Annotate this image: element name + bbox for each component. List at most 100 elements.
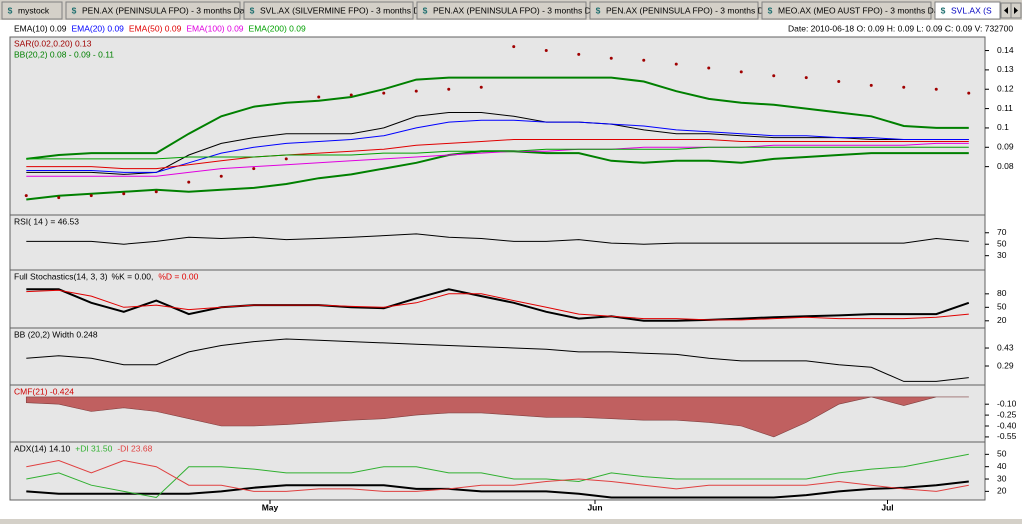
tab-label: SVL.AX (SILVERMINE FPO) - 3 months Daily: [260, 5, 433, 15]
sar-dot: [902, 85, 906, 89]
indicator-line: [26, 146, 969, 160]
tab[interactable]: [761, 1, 932, 20]
sar-dot: [414, 89, 418, 93]
tab-label: PEN.AX (PENINSULA FPO) - 3 months Daily: [82, 5, 253, 15]
sar-dot: [707, 66, 711, 70]
dollar-icon: $: [941, 5, 946, 15]
legend-entry: +DI 31.50: [75, 443, 112, 453]
legend-entry: EMA(20) 0.09: [71, 23, 124, 33]
legend-entry: %K = 0.00,: [112, 271, 154, 281]
legend-entry: EMA(10) 0.09: [14, 23, 67, 33]
sar-dot: [772, 74, 776, 78]
y-tick-label: 0.08: [997, 161, 1014, 171]
y-tick-label: 30: [997, 473, 1007, 483]
tab[interactable]: [934, 1, 1001, 20]
y-tick-label: 70: [997, 227, 1007, 237]
y-tick-label: 80: [997, 288, 1007, 298]
indicator-line: [26, 142, 969, 177]
x-tick-label: Jun: [587, 502, 602, 512]
indicator-line: [26, 480, 969, 499]
sar-dot: [154, 190, 158, 194]
sar-dot: [674, 62, 678, 66]
sar-dot: [447, 87, 451, 91]
dollar-icon: $: [423, 5, 428, 15]
tab-label: PEN.AX (PENINSULA FPO) - 3 months Daily: [606, 5, 777, 15]
y-tick-label: 40: [997, 461, 1007, 471]
indicator-line: [26, 119, 969, 173]
sar-dot: [577, 52, 581, 56]
sar-dot: [252, 167, 256, 171]
sar-dot: [317, 95, 321, 99]
y-tick-label: -0.40: [997, 420, 1017, 430]
y-tick-label: 0.13: [997, 64, 1014, 74]
dollar-icon: $: [72, 5, 77, 15]
sar-dot: [642, 58, 646, 62]
indicator-line: [26, 233, 969, 245]
sar-dot: [967, 91, 971, 95]
tab-label: mystock: [18, 5, 50, 15]
arrow-left: [1004, 7, 1008, 14]
tab[interactable]: [589, 1, 759, 20]
dollar-icon: $: [768, 5, 773, 15]
dollar-icon: $: [8, 5, 13, 15]
indicator-line: [26, 289, 969, 321]
y-tick-label: 20: [997, 486, 1007, 496]
sar-dot: [739, 70, 743, 74]
indicator-line: [26, 139, 969, 170]
indicator-line: [26, 288, 970, 322]
y-tick-label: 50: [997, 302, 1007, 312]
y-tick-label: 0.1: [997, 122, 1009, 132]
indicator-line: [26, 459, 969, 492]
y-tick-label: 0.12: [997, 83, 1014, 93]
sar-dot: [219, 174, 223, 178]
y-tick-label: 20: [997, 315, 1007, 325]
sar-dot: [382, 91, 386, 95]
sar-dot: [804, 76, 808, 80]
y-tick-label: -0.25: [997, 409, 1017, 419]
dollar-icon: $: [596, 5, 601, 15]
legend-entry: %D = 0.00: [158, 271, 198, 281]
panel: [9, 327, 986, 386]
cmf-area: [25, 396, 969, 438]
sar-dot: [284, 157, 288, 161]
dollar-icon: $: [250, 5, 255, 15]
y-tick-label: -0.55: [997, 431, 1017, 441]
arrow-right: [1014, 7, 1018, 14]
legend-entry: EMA(100) 0.09: [186, 23, 243, 33]
y-tick-label: 0.09: [997, 142, 1014, 152]
x-tick-label: Jul: [881, 502, 893, 512]
sar-dot: [869, 83, 873, 87]
sar-dot: [512, 45, 516, 49]
x-tick-label: May: [262, 502, 279, 512]
indicator-line: [26, 338, 969, 382]
indicator-line: [26, 453, 969, 499]
panel: [9, 214, 986, 271]
sar-dot: [479, 85, 483, 89]
panel: [9, 36, 986, 216]
y-tick-label: 0.43: [997, 342, 1014, 352]
legend-entry: EMA(200) 0.09: [249, 23, 306, 33]
sar-dot: [187, 180, 191, 184]
sar-dot: [89, 194, 93, 198]
sar-dot: [349, 93, 353, 97]
legend-entry: -DI 23.68: [117, 443, 152, 453]
legend-entry: EMA(50) 0.09: [129, 23, 182, 33]
y-tick-label: 50: [997, 238, 1007, 248]
tab[interactable]: [1, 1, 63, 20]
legend-entry: BB(20,2) 0.08 - 0.09 - 0.11: [14, 49, 114, 59]
sar-dot: [609, 56, 613, 60]
tab[interactable]: [65, 1, 241, 20]
legend-entry: RSI( 14 ) = 46.53: [14, 216, 79, 226]
bb-upper: [26, 76, 969, 160]
tab[interactable]: [243, 1, 414, 20]
sar-dot: [24, 194, 28, 198]
tab[interactable]: [416, 1, 587, 20]
legend-entry: BB (20,2) Width 0.248: [14, 329, 98, 339]
legend-entry: ADX(14) 14.10: [14, 443, 70, 453]
indicator-line: [26, 112, 969, 175]
y-tick-label: 30: [997, 250, 1007, 260]
sar-dot: [57, 196, 61, 200]
y-tick-label: 50: [997, 449, 1007, 459]
